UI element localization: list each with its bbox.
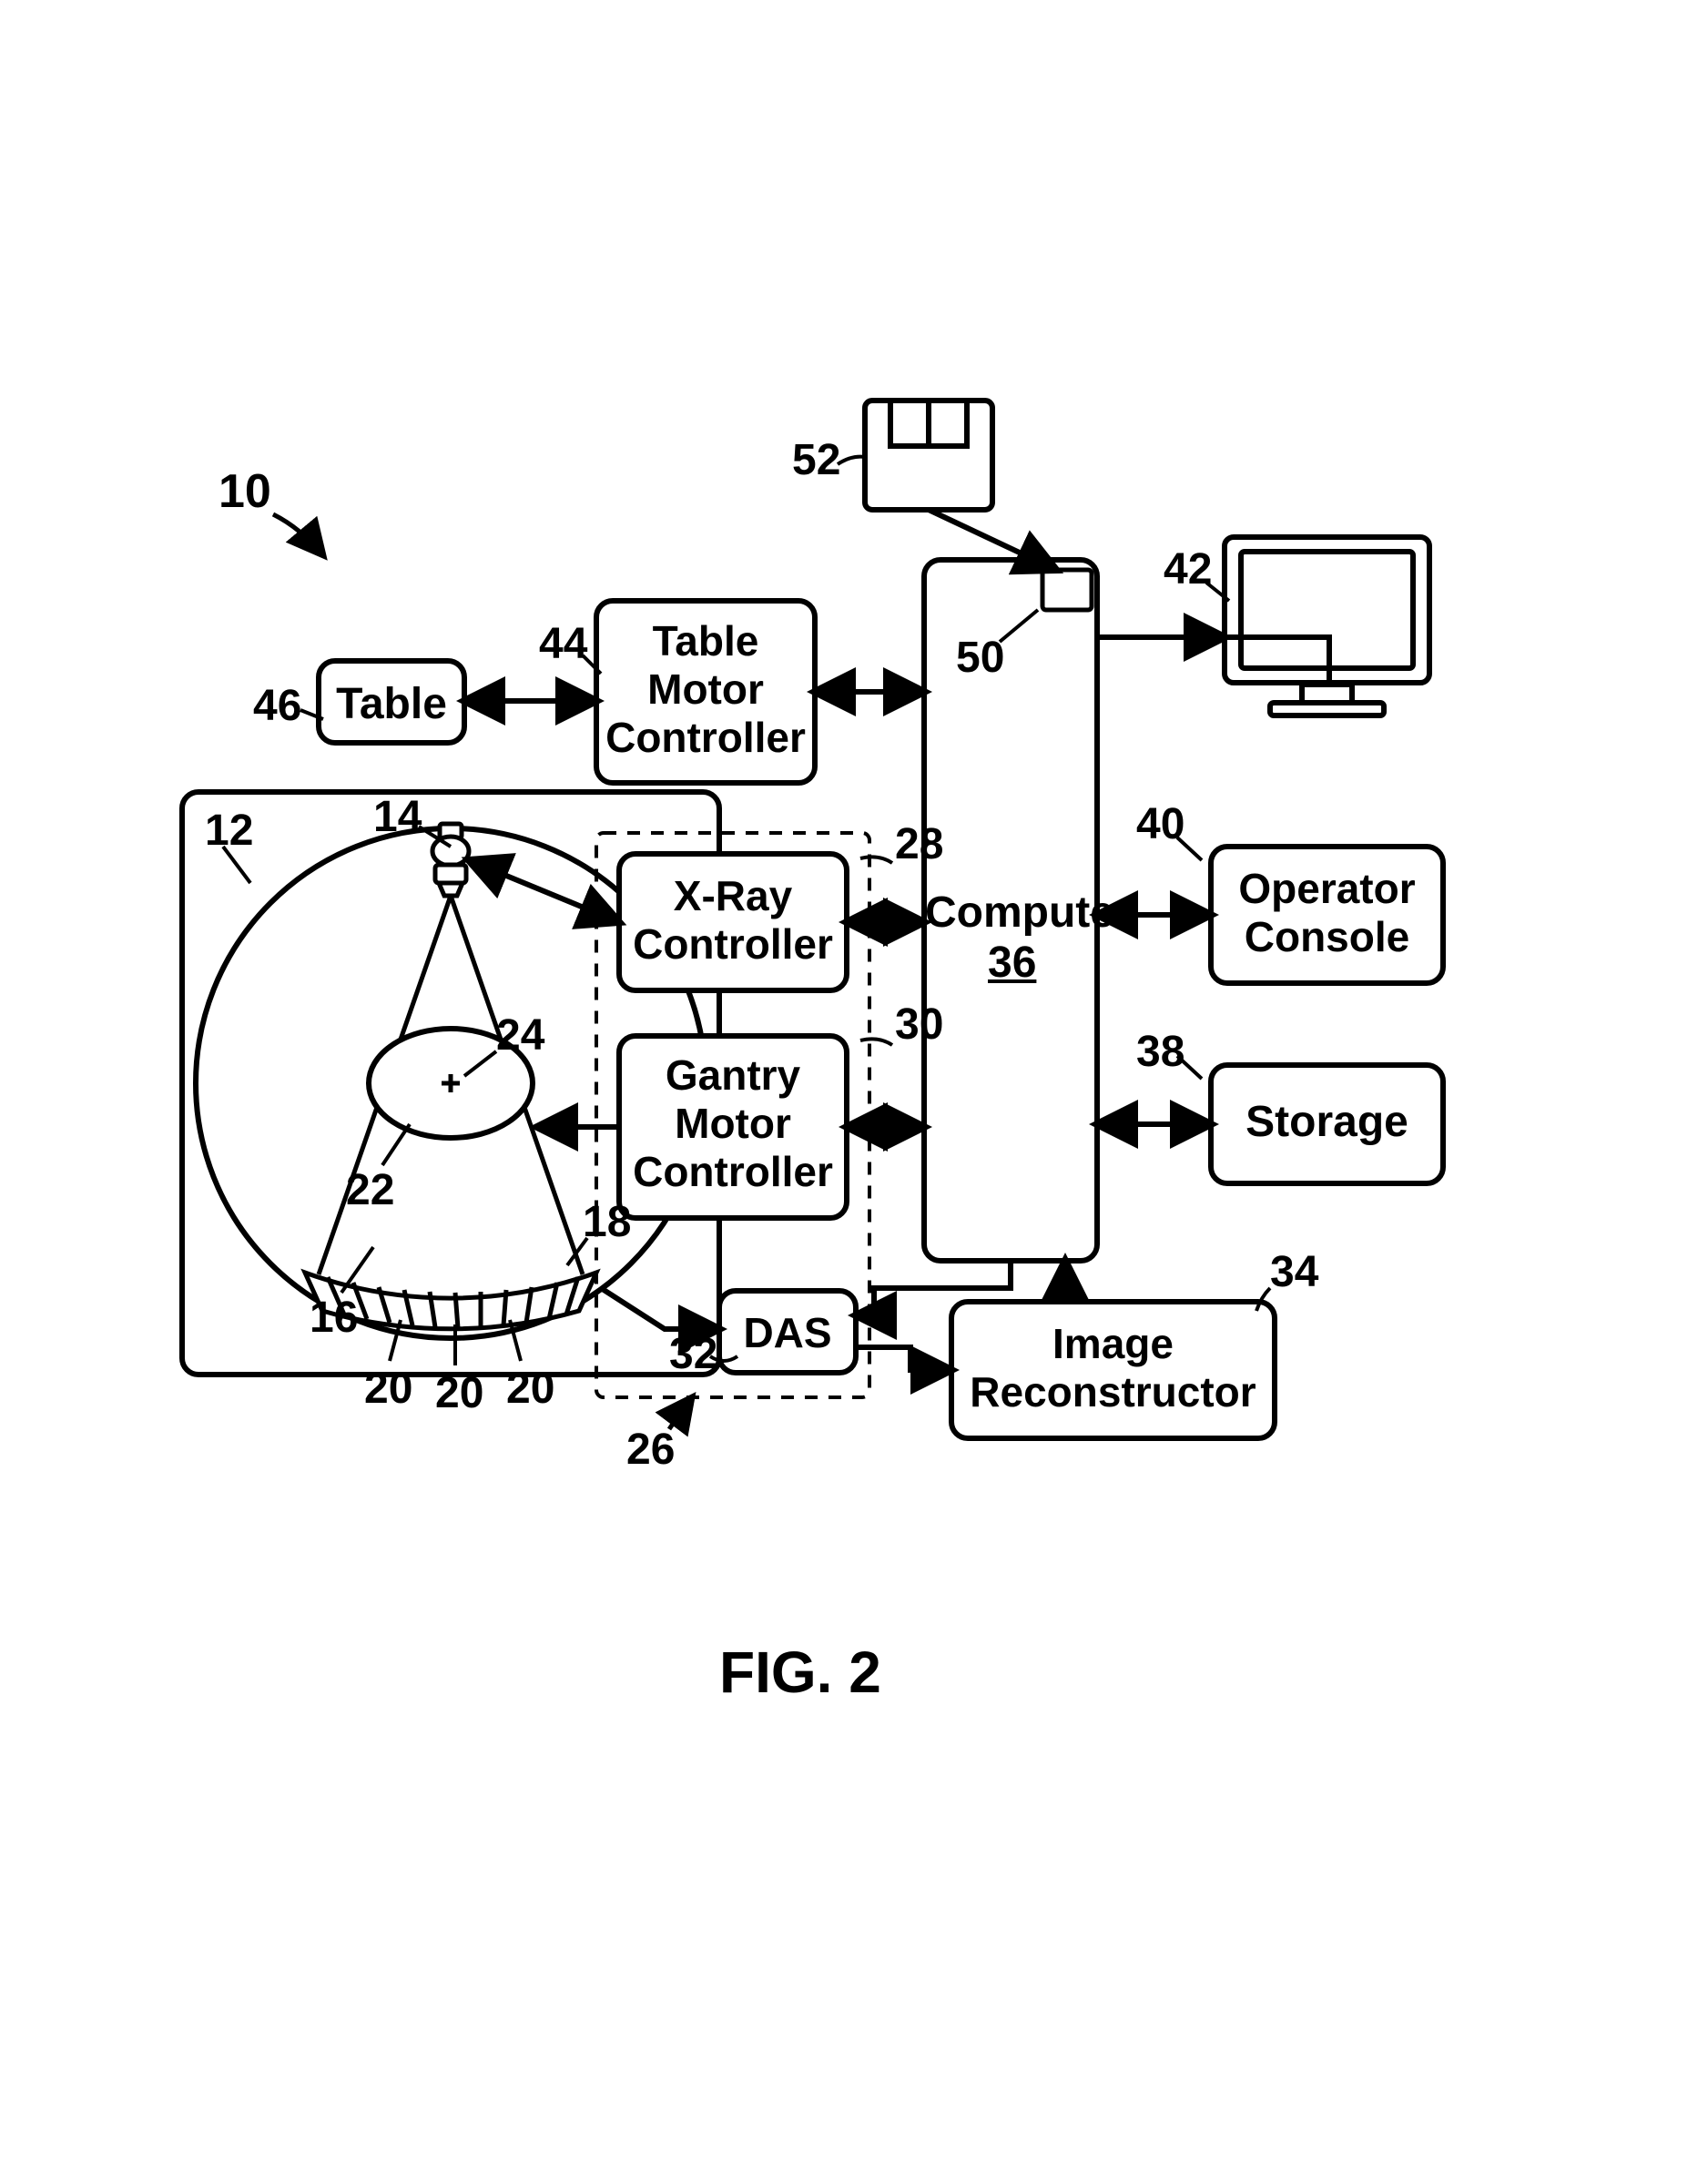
ref-50: 50 xyxy=(956,633,1004,683)
op-console-label: Operator Console xyxy=(1211,865,1443,961)
ref-32: 32 xyxy=(669,1329,717,1379)
img-recon-label: Image Reconstructor xyxy=(951,1320,1275,1416)
ref-44: 44 xyxy=(539,619,587,669)
diagram-svg xyxy=(0,0,1708,2182)
gmc-label: Gantry Motor Controller xyxy=(619,1051,847,1196)
ref-20a: 20 xyxy=(364,1364,412,1414)
ref-22: 22 xyxy=(346,1165,394,1215)
ref-20c: 20 xyxy=(506,1364,554,1414)
ref-20b: 20 xyxy=(435,1368,483,1418)
ref-26: 26 xyxy=(626,1425,675,1475)
ref-30: 30 xyxy=(895,1000,943,1050)
ref-10-leader xyxy=(273,514,323,555)
ref-36: 36 xyxy=(988,938,1036,988)
ref-42: 42 xyxy=(1164,544,1212,594)
computer-label: Computer xyxy=(925,888,1096,938)
das-label: DAS xyxy=(719,1309,856,1357)
storage-media-icon xyxy=(865,401,992,510)
ref-34: 34 xyxy=(1270,1247,1318,1297)
xray-ctrl-label: X-Ray Controller xyxy=(619,872,847,969)
ref-28: 28 xyxy=(895,819,943,869)
ref-38: 38 xyxy=(1136,1027,1184,1077)
media-slot xyxy=(1042,570,1092,610)
ref-52: 52 xyxy=(792,435,840,485)
ref-24: 24 xyxy=(496,1010,544,1061)
xray-source xyxy=(432,824,469,896)
ref-40: 40 xyxy=(1136,799,1184,849)
ref-10: 10 xyxy=(219,464,271,519)
ref-12: 12 xyxy=(205,806,253,856)
ref-16: 16 xyxy=(310,1293,358,1343)
storage-label: Storage xyxy=(1211,1097,1443,1147)
ref-46: 46 xyxy=(253,681,301,731)
figure-caption: FIG. 2 xyxy=(719,1639,881,1706)
table-label: Table xyxy=(319,679,464,729)
ref-18: 18 xyxy=(583,1197,631,1247)
tmc-label: Table Motor Controller xyxy=(596,617,815,762)
display-icon xyxy=(1225,537,1429,715)
ref-14: 14 xyxy=(373,792,422,842)
